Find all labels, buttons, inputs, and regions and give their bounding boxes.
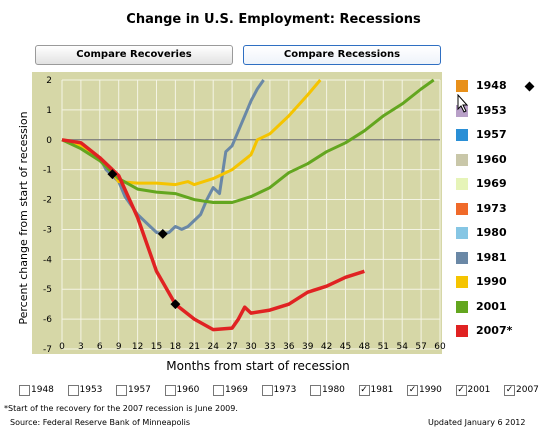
- x-tick-label: 36: [283, 342, 295, 352]
- plot-area: [32, 72, 442, 354]
- legend-swatch: [456, 153, 468, 166]
- legend-swatch: [456, 300, 468, 313]
- x-tick-label: 48: [359, 342, 371, 352]
- checkbox-empty-icon[interactable]: [213, 385, 224, 396]
- checkbox-label: 1953: [79, 385, 103, 395]
- legend-swatch: [456, 325, 468, 337]
- chart-title: Change in U.S. Employment: Recessions: [126, 12, 421, 27]
- x-tick-labels: 0 3 6 9 12 15 18 21 24 27 30 33 36 39 42 45 48 51 54 57 60: [59, 342, 446, 352]
- x-tick-label: 39: [302, 342, 314, 352]
- checkbox-label: 1990: [419, 385, 442, 395]
- legend-swatch: [456, 129, 468, 141]
- footnote: *Start of the recovery for the 2007 rece…: [4, 404, 238, 413]
- legend-label: 2001: [476, 299, 507, 313]
- checkbox-empty-icon[interactable]: [19, 385, 30, 396]
- legend-label: 1969: [476, 177, 507, 190]
- checkbox-empty-icon[interactable]: [164, 385, 176, 396]
- checkbox-checked-icon[interactable]: ✓: [358, 385, 370, 396]
- legend-label: 1973: [476, 201, 507, 215]
- legend-label: 1981: [476, 250, 507, 264]
- checkbox-empty-icon[interactable]: [116, 385, 127, 396]
- checkbox-empty-icon[interactable]: [261, 385, 273, 396]
- x-tick-label: 15: [151, 342, 162, 352]
- compare-recoveries-tab[interactable]: Compare Recoveries: [35, 45, 233, 65]
- updated-note: Updated January 6 2012: [428, 418, 526, 427]
- compare-recessions-tab[interactable]: Compare Recessions: [243, 45, 441, 65]
- checkbox-label: 1973: [273, 385, 297, 395]
- y-tick-label: 1: [46, 106, 52, 116]
- checkbox-empty-icon[interactable]: [67, 385, 79, 396]
- legend-label: 2007*: [476, 324, 513, 337]
- x-tick-label: 33: [264, 342, 275, 352]
- x-tick-label: 6: [97, 342, 103, 352]
- recovery-marker-2007: [170, 299, 181, 310]
- employment-chart: 0 3 6 9 12 15 18 21 24 27 30 33 36 39 42 45 48 51 54 57 60 2…: [17, 72, 446, 373]
- checkbox-label: 1980: [322, 385, 345, 395]
- y-axis-label: Percent change from start of recession: [17, 111, 30, 324]
- x-tick-label: 57: [415, 342, 426, 352]
- legend-swatch: [456, 276, 468, 288]
- y-tick-label: -5: [43, 285, 52, 295]
- y-tick-label: -4: [43, 255, 52, 265]
- legend-label: 1990: [476, 275, 507, 288]
- legend-swatch: [456, 202, 468, 215]
- checkbox-label: 1960: [176, 385, 200, 395]
- checkbox-checked-icon[interactable]: ✓: [504, 385, 515, 396]
- checkbox-checked-icon[interactable]: ✓: [455, 385, 467, 396]
- source-note: Source: Federal Reserve Bank of Minneapo…: [10, 418, 191, 427]
- x-tick-label: 9: [116, 342, 122, 352]
- series-line-2007: [61, 138, 365, 332]
- recovery-marker-1990: [107, 169, 118, 180]
- x-tick-label: 27: [226, 342, 237, 352]
- y-tick-label: -2: [43, 196, 52, 206]
- y-tick-label: -7: [43, 345, 52, 355]
- legend-label: 1960: [476, 152, 507, 166]
- legend-swatch: [456, 80, 468, 92]
- x-tick-label: 12: [132, 342, 143, 352]
- x-tick-label: 24: [207, 342, 219, 352]
- x-tick-label: 42: [321, 342, 332, 352]
- checkbox-label: 2001: [467, 385, 491, 395]
- marker-layer: [107, 169, 181, 310]
- checkbox-label: 1948: [31, 385, 54, 395]
- recovery-marker-1981: [157, 228, 168, 239]
- y-tick-label: -1: [43, 166, 52, 176]
- y-tick-label: -6: [43, 315, 52, 325]
- x-axis-label: Months from start of recession: [166, 359, 349, 373]
- x-tick-label: 45: [340, 342, 351, 352]
- x-tick-label: 30: [245, 342, 257, 352]
- y-tick-label: 2: [46, 76, 52, 86]
- checkbox-label: 1969: [225, 385, 248, 395]
- legend-label: 1953: [476, 103, 507, 117]
- legend-label: 1957: [476, 128, 507, 141]
- checkbox-checked-icon[interactable]: ✓: [407, 385, 418, 396]
- x-tick-label: 60: [434, 342, 446, 352]
- x-tick-label: 21: [189, 342, 200, 352]
- legend-label: 1948: [476, 79, 507, 92]
- checkbox-label: 2007: [516, 385, 539, 395]
- legend-swatch: [456, 251, 468, 264]
- x-tick-label: 3: [78, 342, 84, 352]
- x-tick-label: 0: [59, 342, 65, 352]
- y-tick-label: 0: [46, 136, 52, 146]
- mouse-cursor-icon: [457, 94, 469, 113]
- grid-lines: [61, 79, 441, 350]
- y-tick-labels: 2 1 0 -1 -2 -3 -4 -5 -6 -7: [43, 76, 52, 355]
- legend-label: 1980: [476, 226, 507, 239]
- y-tick-label: -3: [43, 225, 52, 235]
- checkbox-label: 1957: [128, 385, 151, 395]
- checkbox-empty-icon[interactable]: [310, 385, 321, 396]
- x-tick-label: 51: [378, 342, 389, 352]
- series-layer: [61, 78, 435, 332]
- checkbox-label: 1981: [370, 385, 394, 395]
- x-tick-label: 18: [170, 342, 182, 352]
- x-tick-label: 54: [396, 342, 408, 352]
- legend-swatch: [456, 178, 468, 190]
- series-line-2001: [61, 78, 435, 204]
- legend-swatch: [456, 227, 468, 239]
